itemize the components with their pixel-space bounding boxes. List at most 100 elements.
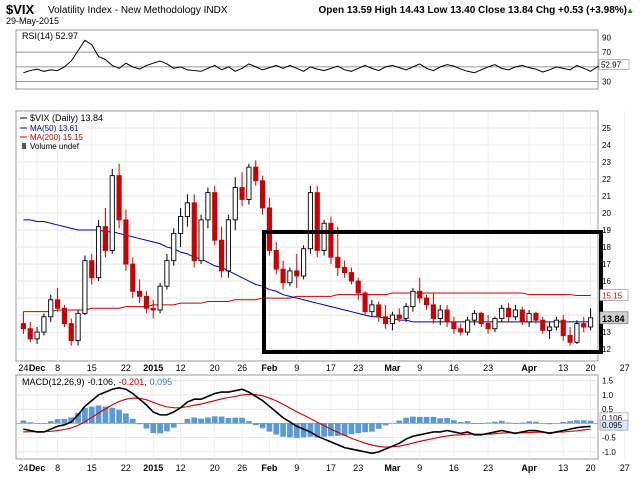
macd-histogram-bar — [389, 422, 396, 424]
candle-body — [574, 323, 580, 343]
candle-body — [348, 272, 354, 282]
candle — [547, 321, 553, 339]
candle — [588, 308, 594, 331]
x-tick-label: 23 — [353, 363, 363, 373]
x-tick-label: 8 — [55, 363, 60, 373]
x-tick-label: 15 — [87, 363, 97, 373]
candle — [102, 207, 108, 258]
candle-body — [485, 323, 491, 330]
candle — [287, 267, 293, 287]
candle-body — [61, 307, 67, 325]
x-tick-label: 26 — [237, 363, 247, 373]
candle — [246, 163, 252, 205]
x-tick-label: 24 — [18, 463, 28, 473]
macd-tick-label: 0.5 — [602, 405, 614, 414]
candle — [280, 260, 286, 290]
candle-body — [212, 192, 218, 241]
macd-histogram-bar — [61, 418, 68, 424]
x-tick-label: 22 — [121, 463, 131, 473]
x-tick-label: 20 — [586, 463, 596, 473]
candle-body — [465, 319, 471, 333]
candle-body — [307, 192, 313, 250]
candle-body — [451, 321, 457, 330]
legend-vix: $VIX (Daily) 13.84 — [30, 113, 103, 123]
candle — [171, 228, 177, 266]
candle — [212, 185, 218, 246]
macd-histogram-bar — [287, 423, 293, 438]
candle — [389, 311, 395, 331]
candle — [533, 311, 539, 324]
x-tick-label: Apr — [521, 363, 537, 373]
macd-histogram-bar — [54, 419, 61, 424]
x-tick-label: 9 — [294, 363, 299, 373]
candle — [273, 241, 279, 275]
candle — [567, 326, 573, 346]
macd-histogram-bar — [396, 420, 403, 424]
candle-body — [314, 192, 320, 251]
macd-histogram-bar — [492, 421, 498, 424]
macd-histogram-bar — [239, 417, 245, 424]
candle-body — [458, 328, 464, 333]
x-tick-label: 17 — [326, 463, 336, 473]
candle-body — [533, 312, 539, 321]
macd-histogram-bar — [102, 406, 109, 424]
x-tick-label: 15 — [87, 463, 97, 473]
candle-body — [492, 318, 498, 330]
macd-histogram-bar — [334, 423, 341, 436]
candle — [444, 304, 450, 327]
x-tick-label: 9 — [294, 463, 299, 473]
x-tick-label: Mar — [384, 463, 401, 473]
price-tick-label: 13 — [602, 328, 611, 337]
candle — [437, 304, 443, 326]
x-tick-label: 13 — [558, 463, 568, 473]
macd-histogram-bar — [539, 423, 546, 424]
macd-histogram-bar — [95, 405, 102, 424]
candle-body — [540, 319, 546, 331]
x-tick-label: 27 — [620, 363, 630, 373]
macd-histogram-bar — [41, 423, 47, 424]
candle-body — [157, 285, 163, 311]
macd-hist-last-value-label: 0.095 — [602, 421, 623, 430]
price-tick-label: 22 — [602, 175, 611, 184]
candle-body — [150, 307, 156, 311]
candle-body — [342, 267, 348, 274]
candle — [560, 315, 566, 341]
macd-histogram-bar — [314, 423, 321, 438]
candle — [362, 291, 368, 316]
price-tick-label: 17 — [602, 260, 611, 269]
macd-signal-line — [23, 393, 591, 448]
price-tick-label: 20 — [602, 209, 611, 218]
candle — [34, 326, 40, 344]
macd-legend: MACD(12,26,9) -0.106, -0.201, 0.095 — [22, 377, 172, 387]
candle-body — [55, 299, 61, 309]
macd-histogram-bar — [225, 417, 232, 424]
close-last-value-label: 13.84 — [602, 314, 625, 324]
candle-body — [328, 222, 334, 258]
macd-legend-sep1: , — [113, 377, 116, 387]
x-tick-label: 12 — [176, 363, 186, 373]
candle — [307, 185, 313, 254]
candle — [109, 168, 115, 254]
rsi-line — [23, 39, 605, 74]
candle — [55, 287, 61, 312]
candle — [205, 187, 211, 229]
macd-histogram-bar — [129, 418, 136, 424]
price-tick-label: 18 — [602, 243, 611, 252]
macd-histogram-bar — [580, 420, 587, 424]
macd-histogram-bar — [191, 417, 198, 424]
macd-histogram-bar — [75, 412, 81, 424]
price-tick-label: 23 — [602, 158, 611, 167]
candle — [471, 309, 477, 326]
x-tick-label: 9 — [417, 363, 422, 373]
candle — [335, 226, 341, 276]
macd-histogram-bar — [505, 422, 512, 424]
candle — [376, 301, 382, 322]
candle-body — [362, 292, 368, 313]
macd-histogram-bar — [423, 416, 430, 424]
macd-histogram-bar — [123, 413, 129, 424]
macd-histogram-bar — [437, 418, 444, 424]
macd-histogram-bar — [328, 423, 334, 437]
candle-body — [471, 312, 477, 321]
macd-histogram-bar — [430, 416, 437, 424]
